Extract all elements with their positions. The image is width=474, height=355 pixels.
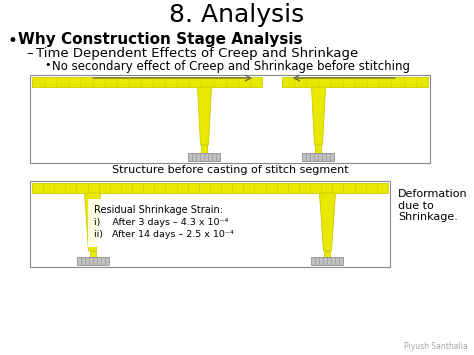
Text: No secondary effect of Creep and Shrinkage before stitching: No secondary effect of Creep and Shrinka… bbox=[52, 60, 410, 73]
FancyBboxPatch shape bbox=[88, 199, 272, 247]
Text: Residual Shrinkage Strain:: Residual Shrinkage Strain: bbox=[94, 205, 223, 215]
Bar bbox=[316, 145, 321, 159]
Text: i)    After 3 days – 4.3 x 10⁻⁴: i) After 3 days – 4.3 x 10⁻⁴ bbox=[94, 218, 228, 227]
Polygon shape bbox=[311, 87, 326, 145]
Bar bbox=[282, 77, 428, 87]
Text: Piyush Santhalia: Piyush Santhalia bbox=[404, 342, 468, 351]
Bar bbox=[302, 153, 335, 161]
Bar bbox=[189, 153, 220, 161]
Bar bbox=[30, 75, 430, 163]
Text: Structure before casting of stitch segment: Structure before casting of stitch segme… bbox=[112, 165, 348, 175]
Text: Time Dependent Effects of Creep and Shrinkage: Time Dependent Effects of Creep and Shri… bbox=[36, 47, 358, 60]
Text: 8. Analysis: 8. Analysis bbox=[169, 3, 305, 27]
Bar bbox=[30, 181, 390, 267]
Text: •: • bbox=[8, 32, 18, 50]
Bar bbox=[32, 77, 262, 87]
Text: Deformation
due to
Shrinkage.: Deformation due to Shrinkage. bbox=[398, 189, 468, 222]
Text: ii)   After 14 days – 2.5 x 10⁻⁴: ii) After 14 days – 2.5 x 10⁻⁴ bbox=[94, 230, 234, 239]
Polygon shape bbox=[84, 193, 100, 251]
Bar bbox=[201, 145, 208, 159]
Text: •: • bbox=[44, 60, 51, 70]
Bar bbox=[32, 183, 388, 193]
Text: –: – bbox=[26, 47, 33, 60]
Polygon shape bbox=[319, 193, 336, 251]
Bar bbox=[90, 251, 96, 263]
Bar bbox=[311, 257, 344, 265]
Polygon shape bbox=[198, 87, 211, 145]
Bar bbox=[76, 257, 109, 265]
Text: Why Construction Stage Analysis: Why Construction Stage Analysis bbox=[18, 32, 302, 47]
Bar bbox=[325, 251, 330, 263]
